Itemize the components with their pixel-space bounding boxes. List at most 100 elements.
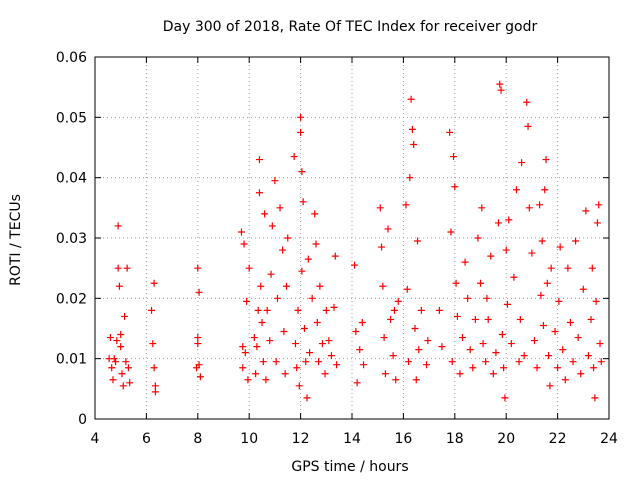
data-point (482, 358, 490, 366)
data-point (417, 306, 425, 314)
data-point (298, 168, 306, 176)
data-point (518, 159, 526, 167)
data-point (239, 343, 247, 351)
data-point (582, 207, 590, 215)
data-point (123, 264, 131, 272)
data-point (194, 264, 202, 272)
data-point (333, 361, 341, 369)
data-point (330, 303, 338, 311)
data-point (262, 376, 270, 384)
data-point (297, 128, 305, 136)
data-point (109, 376, 117, 384)
data-point (394, 297, 402, 305)
data-point (237, 228, 245, 236)
data-point (474, 234, 482, 242)
x-tick-label: 18 (446, 431, 464, 447)
data-point (381, 370, 389, 378)
data-point (451, 183, 459, 191)
data-point (545, 352, 553, 360)
data-point (245, 264, 253, 272)
data-point (291, 340, 299, 348)
data-point (561, 376, 569, 384)
data-point (308, 294, 316, 302)
data-point (117, 343, 125, 351)
data-point (556, 243, 564, 251)
y-axis: 0 0.01 0.02 0.03 0.04 0.05 0.06 (56, 50, 609, 428)
data-point (119, 382, 127, 390)
x-tick-label: 6 (142, 431, 151, 447)
data-point (559, 346, 567, 354)
data-point (358, 318, 366, 326)
data-point (572, 237, 580, 245)
data-point (415, 346, 423, 354)
data-point (195, 361, 203, 369)
data-point (121, 312, 129, 320)
data-point (384, 225, 392, 233)
data-point (271, 177, 279, 185)
data-point (293, 364, 301, 372)
data-point (254, 306, 262, 314)
data-point (272, 358, 280, 366)
data-point (446, 128, 454, 136)
data-point (258, 318, 266, 326)
data-point (117, 331, 125, 339)
data-point (547, 264, 555, 272)
x-axis-label: GPS time / hours (291, 459, 408, 475)
data-point (592, 297, 600, 305)
data-point (150, 279, 158, 287)
data-point (303, 394, 311, 402)
data-point (313, 318, 321, 326)
data-point (389, 352, 397, 360)
x-tick-label: 8 (193, 431, 202, 447)
data-point (376, 204, 384, 212)
data-point (569, 358, 577, 366)
data-point (587, 315, 595, 323)
data-point (483, 294, 491, 302)
data-point (263, 306, 271, 314)
data-point (106, 334, 114, 342)
data-point (315, 358, 323, 366)
data-point (484, 315, 492, 323)
data-point (459, 334, 467, 342)
data-point (538, 237, 546, 245)
data-point (464, 294, 472, 302)
y-tick-label: 0.01 (56, 352, 87, 368)
data-point (318, 340, 326, 348)
data-point (541, 186, 549, 194)
data-point (515, 358, 523, 366)
y-tick-label: 0.06 (56, 50, 87, 66)
data-point (577, 370, 585, 378)
data-point (239, 364, 247, 372)
data-point (110, 355, 118, 363)
data-point (566, 318, 574, 326)
data-point (282, 282, 290, 290)
data-point (114, 264, 122, 272)
data-point (352, 328, 360, 336)
data-point (295, 382, 303, 390)
data-point (403, 285, 411, 293)
chart-title: Day 300 of 2018, Rate Of TEC Index for r… (163, 19, 538, 35)
data-point (590, 364, 598, 372)
data-point (471, 315, 479, 323)
data-point (255, 156, 263, 164)
data-point (108, 364, 116, 372)
data-point (311, 210, 319, 218)
data-point (281, 370, 289, 378)
data-point (316, 282, 324, 290)
data-point (378, 243, 386, 251)
data-point (496, 80, 504, 88)
y-tick-label: 0.04 (56, 171, 87, 187)
data-point (497, 86, 505, 94)
x-tick-label: 14 (343, 431, 361, 447)
data-point (255, 189, 263, 197)
data-point (423, 361, 431, 369)
data-point (276, 204, 284, 212)
data-point (447, 228, 455, 236)
data-point (321, 370, 329, 378)
data-point (244, 376, 252, 384)
data-point (543, 279, 551, 287)
data-point (325, 337, 333, 345)
data-point (524, 122, 532, 130)
